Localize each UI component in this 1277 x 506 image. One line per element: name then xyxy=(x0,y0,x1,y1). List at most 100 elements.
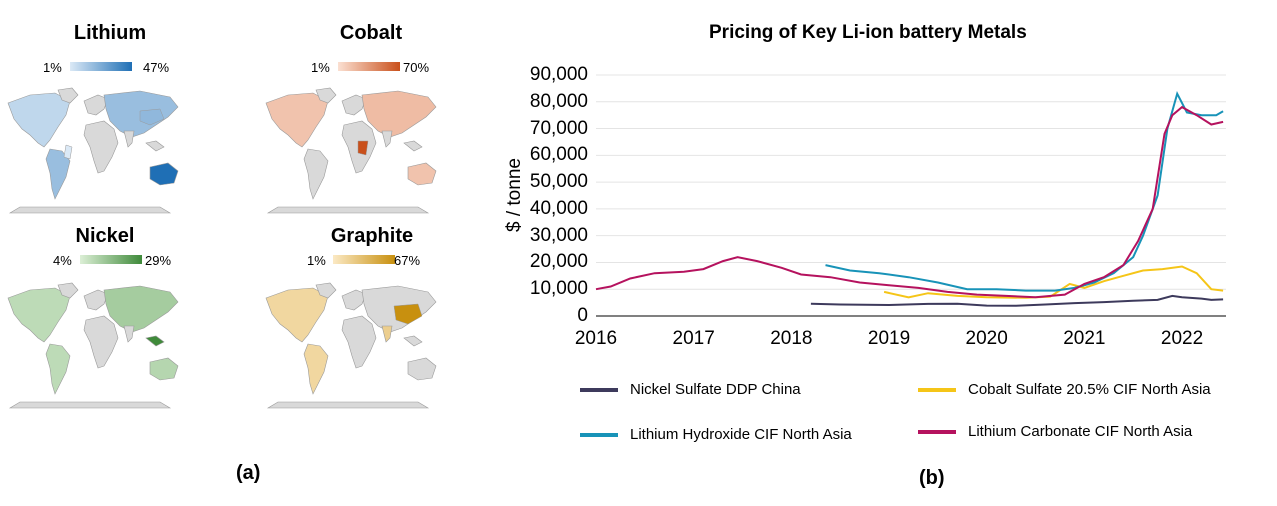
legend-swatch xyxy=(580,387,618,392)
series-line-0 xyxy=(810,294,1224,307)
x-tick-label: 2017 xyxy=(672,328,715,349)
map-title-cobalt: Cobalt xyxy=(339,22,403,44)
region-seAsia xyxy=(403,335,423,347)
region-southAmerica xyxy=(45,343,71,395)
legend-bar-nickel xyxy=(80,255,142,264)
region-northAmerica xyxy=(7,92,71,148)
world-map-lithium xyxy=(7,87,179,214)
region-asia xyxy=(361,90,437,138)
legend-swatch xyxy=(918,387,956,392)
legend-min-lithium: 1% xyxy=(43,60,62,75)
region-africa xyxy=(341,315,377,369)
y-tick-label: 10,000 xyxy=(529,278,588,300)
legend-item-lithium-carbonate: Lithium Carbonate CIF North Asia xyxy=(918,423,1192,440)
legend-max-nickel: 29% xyxy=(145,253,172,268)
world-map-nickel xyxy=(7,282,179,409)
region-australia xyxy=(149,162,179,186)
region-antarctica xyxy=(8,401,172,409)
region-greenland xyxy=(315,87,337,104)
region-northAmerica xyxy=(7,287,71,343)
region-greenland xyxy=(57,282,79,299)
region-india xyxy=(123,325,135,343)
region-seAsia xyxy=(403,140,423,152)
x-tick-label: 2021 xyxy=(1063,328,1106,349)
legend-label: Lithium Hydroxide CIF North Asia xyxy=(630,426,852,443)
legend-min-graphite: 1% xyxy=(307,253,326,268)
region-australia xyxy=(407,162,437,186)
region-asia xyxy=(103,285,179,333)
region-india xyxy=(123,130,135,148)
legend-min-nickel: 4% xyxy=(53,253,72,268)
x-tick-label: 2018 xyxy=(770,328,813,349)
legend-max-lithium: 47% xyxy=(143,60,170,75)
region-china xyxy=(393,303,423,325)
region-southAmerica xyxy=(303,148,329,200)
y-tick-label: 30,000 xyxy=(529,224,588,246)
maps-svg xyxy=(7,87,437,409)
region-drc xyxy=(357,140,369,156)
region-africa xyxy=(83,120,119,174)
x-tick-label: 2016 xyxy=(574,328,618,349)
y-tick-label: 70,000 xyxy=(529,117,588,139)
y-tick-label: 90,000 xyxy=(529,64,588,85)
panel-a: Lithium 1% 47% Cobalt 1% 70% Nickel 4% 2… xyxy=(0,0,440,506)
y-tick-label: 40,000 xyxy=(529,197,588,219)
legend-label: Nickel Sulfate DDP China xyxy=(630,381,801,398)
region-northAmerica xyxy=(265,92,329,148)
y-tick-label: 60,000 xyxy=(529,144,588,166)
chart-title: Pricing of Key Li-ion battery Metals xyxy=(709,22,1027,43)
legend-bar-lithium xyxy=(70,62,132,71)
region-northAmerica xyxy=(265,287,329,343)
region-antarctica xyxy=(8,206,172,214)
region-antarctica xyxy=(266,401,430,409)
region-europe xyxy=(83,289,109,311)
series-line-3 xyxy=(595,105,1224,299)
region-australia xyxy=(149,357,179,381)
region-china xyxy=(139,108,165,126)
region-australia xyxy=(407,357,437,381)
region-southAmerica xyxy=(303,343,329,395)
panel-b: Pricing of Key Li-ion battery Metals $ /… xyxy=(440,0,1277,506)
world-map-graphite xyxy=(265,282,437,409)
y-tick-label: 20,000 xyxy=(529,251,588,273)
legend-max-cobalt: 70% xyxy=(403,60,430,75)
legend-max-graphite: 67% xyxy=(394,253,421,268)
series-line-2 xyxy=(825,90,1224,292)
region-india xyxy=(381,325,393,343)
region-africa xyxy=(83,315,119,369)
line-chart xyxy=(595,74,1226,317)
map-title-nickel: Nickel xyxy=(75,225,135,247)
panel-a-label: (a) xyxy=(236,462,261,484)
region-europe xyxy=(341,289,367,311)
region-india xyxy=(381,130,393,148)
region-antarctica xyxy=(266,206,430,214)
region-europe xyxy=(341,94,367,116)
legend-item-cobalt: Cobalt Sulfate 20.5% CIF North Asia xyxy=(918,381,1211,398)
region-greenland xyxy=(315,282,337,299)
legend-label: Cobalt Sulfate 20.5% CIF North Asia xyxy=(968,381,1211,398)
legend-item-lithium-hydroxide: Lithium Hydroxide CIF North Asia xyxy=(580,426,852,443)
region-seAsia xyxy=(145,140,165,152)
legend-min-cobalt: 1% xyxy=(311,60,330,75)
x-tick-label: 2019 xyxy=(867,328,911,349)
legend-bar-graphite xyxy=(333,255,395,264)
region-greenland xyxy=(57,87,79,104)
legend-item-nickel: Nickel Sulfate DDP China xyxy=(580,381,801,398)
world-map-cobalt xyxy=(265,87,437,214)
x-tick-label: 2020 xyxy=(965,328,1008,349)
map-title-graphite: Graphite xyxy=(330,225,414,247)
series-line-1 xyxy=(883,265,1224,299)
map-title-lithium: Lithium xyxy=(73,22,147,44)
legend-swatch xyxy=(580,432,618,437)
panel-b-label: (b) xyxy=(919,467,945,489)
x-tick-label: 2022 xyxy=(1160,328,1204,349)
region-accent xyxy=(63,144,73,160)
y-tick-label: 80,000 xyxy=(529,90,588,112)
y-tick-label: 50,000 xyxy=(529,171,588,193)
y-tick-label: 0 xyxy=(577,305,588,326)
legend-label: Lithium Carbonate CIF North Asia xyxy=(968,423,1193,440)
region-europe xyxy=(83,94,109,116)
region-seAsia xyxy=(145,335,165,347)
legend-bar-cobalt xyxy=(338,62,400,71)
legend-swatch xyxy=(918,429,956,434)
